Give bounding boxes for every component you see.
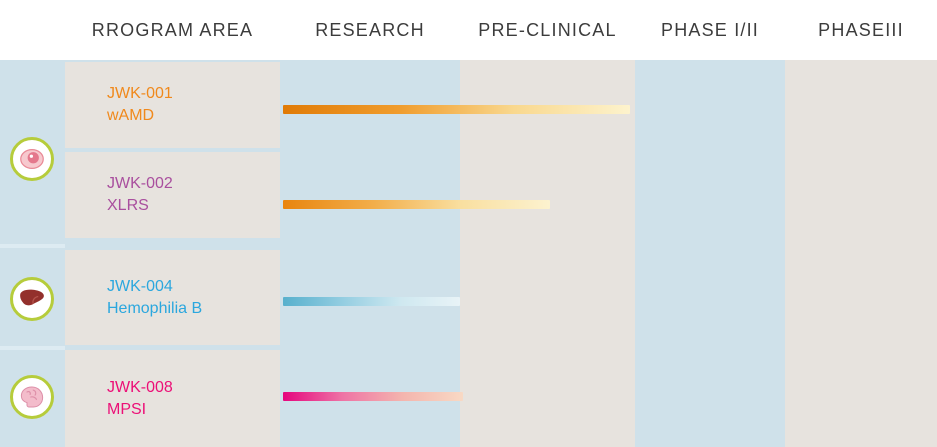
- column-header-preclinical: PRE-CLINICAL: [478, 19, 617, 40]
- program-id: JWK-004: [107, 277, 173, 295]
- column-header-phase-1-2: PHASE I/II: [660, 19, 760, 40]
- preclinical-column-band: [460, 60, 635, 447]
- progress-bar-jwk002: [283, 200, 550, 209]
- program-indication: wAMD: [107, 107, 155, 124]
- icon-column-divider: [0, 346, 65, 350]
- progress-bar-jwk004: [283, 297, 460, 306]
- icon-column-divider: [0, 244, 65, 248]
- program-cell-jwk002: JWK-002 XLRS: [65, 152, 280, 238]
- phase3-column-band: [785, 60, 937, 447]
- program-indication: XLRS: [107, 197, 149, 214]
- chart-body: JWK-001 wAMD JWK-002 XLRS JWK-004 Hemoph…: [0, 60, 937, 447]
- column-header-research: RESEARCH: [315, 19, 425, 40]
- program-cell-jwk008: JWK-008 MPSI: [65, 350, 280, 447]
- brain-icon: [10, 375, 54, 419]
- column-header-program-area: RROGRAM AREA: [91, 19, 254, 40]
- header-row: RROGRAM AREA RESEARCH PRE-CLINICAL PHASE…: [0, 0, 937, 60]
- program-indication: Hemophilia B: [107, 299, 203, 317]
- program-cell-jwk001: JWK-001 wAMD: [65, 62, 280, 148]
- program-cell-jwk004: JWK-004 Hemophilia B: [65, 250, 280, 345]
- program-indication: MPSI: [107, 400, 147, 418]
- progress-bar-jwk008: [283, 392, 463, 401]
- program-id: JWK-002: [107, 175, 173, 192]
- eye-icon: [10, 137, 54, 181]
- liver-icon: [10, 277, 54, 321]
- program-id: JWK-001: [107, 85, 173, 102]
- progress-bar-jwk001: [283, 105, 630, 114]
- column-header-phase-3: PHASEIII: [818, 19, 904, 40]
- program-id: JWK-008: [107, 378, 173, 396]
